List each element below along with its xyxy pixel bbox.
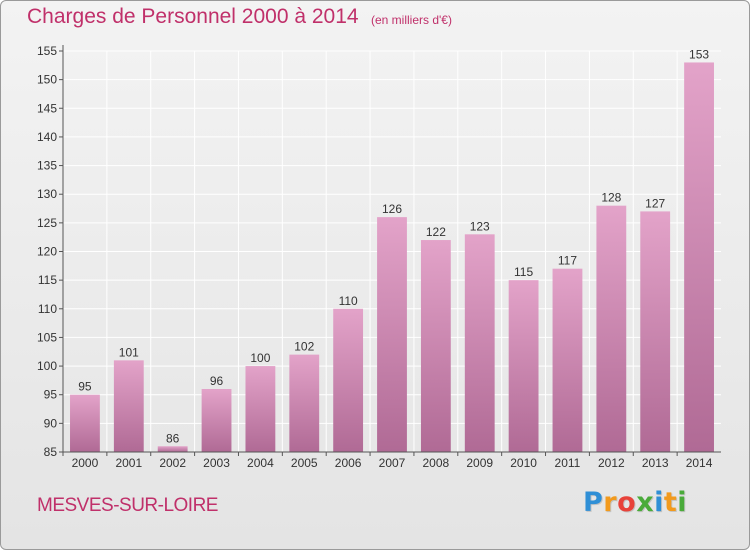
bar-2003 [201, 388, 232, 452]
x-tick-label: 2002 [159, 456, 186, 470]
y-tick-label: 90 [44, 416, 58, 430]
proxiti-logo: Proxiti [583, 487, 687, 518]
y-tick-label: 125 [37, 216, 57, 230]
bar-2010 [508, 280, 539, 452]
y-tick-label: 110 [38, 302, 57, 316]
x-tick-label: 2008 [423, 456, 450, 470]
y-tick-label: 155 [37, 44, 57, 58]
bar-value-label: 100 [250, 351, 270, 365]
x-tick-label: 2006 [335, 456, 362, 470]
bar-2001 [113, 360, 144, 452]
bar-value-label: 126 [382, 202, 402, 216]
bar-value-label: 117 [558, 254, 577, 268]
logo-letter: r [603, 487, 618, 518]
bar-value-label: 101 [119, 345, 139, 359]
y-tick-label: 130 [37, 187, 57, 201]
y-tick-label: 105 [37, 330, 57, 344]
bar-value-label: 122 [426, 225, 446, 239]
bar-2006 [333, 308, 364, 452]
bar-2004 [245, 366, 276, 452]
bar-value-label: 110 [339, 294, 358, 308]
x-tick-label: 2011 [555, 456, 581, 470]
logo-letter: i [677, 487, 688, 518]
logo-letter: t [663, 487, 678, 518]
bar-value-label: 115 [514, 265, 533, 279]
bar-2000 [70, 394, 100, 452]
x-tick-label: 2005 [291, 456, 318, 470]
bar-2013 [640, 211, 671, 452]
x-tick-label: 2009 [466, 456, 493, 470]
bar-value-label: 153 [689, 47, 709, 61]
bar-2009 [464, 234, 495, 452]
bar-value-label: 96 [210, 374, 224, 388]
chart-subtitle: (en milliers d'€) [371, 13, 452, 27]
bars: 95 101 86 96 100 102 110 126 122 123 115 117 128 127 1… [70, 47, 714, 452]
x-tick-label: 2010 [510, 456, 537, 470]
bar-2011 [552, 268, 583, 452]
x-tick-label: 2007 [379, 456, 406, 470]
logo-letter: P [583, 487, 604, 518]
bar-value-label: 95 [78, 380, 92, 394]
y-tick-label: 120 [37, 245, 57, 259]
place-name: MESVES-SUR-LOIRE [37, 495, 218, 516]
bar-value-label: 102 [294, 340, 314, 354]
bar-2012 [596, 205, 627, 452]
y-tick-label: 100 [37, 359, 57, 373]
bar-2007 [377, 217, 407, 452]
x-tick-label: 2000 [72, 456, 99, 470]
axes: 85 90 95 100 105 110 115 120 125 130 135 140 145 150 1… [37, 44, 721, 470]
x-tick-label: 2001 [115, 456, 142, 470]
y-tick-label: 135 [37, 159, 57, 173]
chart-title: Charges de Personnel 2000 à 2014 [27, 5, 359, 28]
y-tick-label: 150 [37, 73, 57, 87]
bar-2002 [157, 446, 188, 452]
logo-letter: x [636, 487, 655, 518]
y-tick-label: 115 [38, 273, 57, 287]
bar-2014 [684, 62, 714, 452]
x-tick-label: 2004 [247, 456, 274, 470]
x-tick-label: 2012 [598, 456, 625, 470]
x-tick-label: 2013 [642, 456, 669, 470]
bar-value-label: 86 [166, 431, 180, 445]
y-tick-label: 95 [44, 388, 58, 402]
x-tick-label: 2014 [686, 456, 713, 470]
bar-2005 [289, 354, 320, 452]
logo-letter: o [617, 487, 637, 518]
bar-value-label: 128 [601, 191, 621, 205]
logo-letter: i [654, 487, 664, 518]
bar-value-label: 123 [470, 219, 490, 233]
x-tick-label: 2003 [203, 456, 230, 470]
y-tick-label: 85 [44, 445, 58, 459]
y-tick-label: 145 [37, 101, 57, 115]
y-tick-label: 140 [37, 130, 57, 144]
bar-2008 [420, 240, 451, 452]
bar-value-label: 127 [645, 196, 665, 210]
